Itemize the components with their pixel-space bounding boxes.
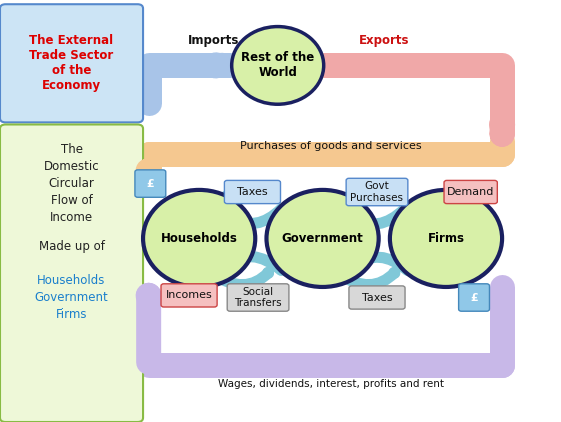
FancyBboxPatch shape (0, 4, 143, 122)
Text: Government: Government (282, 232, 364, 245)
Text: The: The (61, 143, 82, 156)
FancyBboxPatch shape (224, 180, 280, 203)
Ellipse shape (390, 190, 502, 287)
Text: Demand: Demand (447, 187, 494, 197)
FancyBboxPatch shape (459, 284, 489, 311)
Text: Circular: Circular (49, 177, 94, 190)
Text: Rest of the
World: Rest of the World (241, 51, 314, 79)
Text: The External
Trade Sector
of the
Economy: The External Trade Sector of the Economy (29, 34, 114, 92)
Ellipse shape (232, 27, 324, 104)
Text: Made up of: Made up of (39, 241, 104, 253)
Text: Social
Transfers: Social Transfers (234, 287, 282, 308)
Text: Households: Households (160, 232, 238, 245)
Text: Govt
Purchases: Govt Purchases (351, 181, 403, 203)
FancyBboxPatch shape (444, 180, 497, 203)
Text: Imports: Imports (187, 34, 239, 46)
Text: Income: Income (50, 211, 93, 224)
Text: Government: Government (35, 291, 108, 304)
Text: Firms: Firms (427, 232, 465, 245)
Text: Purchases of goods and services: Purchases of goods and services (240, 141, 422, 151)
Text: Incomes: Incomes (165, 290, 213, 300)
Text: Exports: Exports (359, 34, 410, 46)
Text: Flow of: Flow of (50, 194, 93, 207)
FancyBboxPatch shape (346, 178, 408, 206)
Ellipse shape (143, 190, 255, 287)
Text: Domestic: Domestic (44, 160, 99, 173)
FancyBboxPatch shape (227, 284, 289, 311)
Ellipse shape (266, 190, 379, 287)
FancyBboxPatch shape (349, 286, 405, 309)
Text: £: £ (146, 179, 154, 189)
Text: £: £ (470, 292, 478, 303)
Text: Households: Households (38, 274, 105, 287)
FancyBboxPatch shape (161, 284, 217, 307)
Text: Taxes: Taxes (362, 292, 392, 303)
Text: Firms: Firms (56, 308, 88, 321)
Text: Taxes: Taxes (237, 187, 268, 197)
Text: Wages, dividends, interest, profits and rent: Wages, dividends, interest, profits and … (218, 379, 444, 389)
FancyBboxPatch shape (0, 124, 143, 422)
FancyBboxPatch shape (135, 170, 166, 197)
